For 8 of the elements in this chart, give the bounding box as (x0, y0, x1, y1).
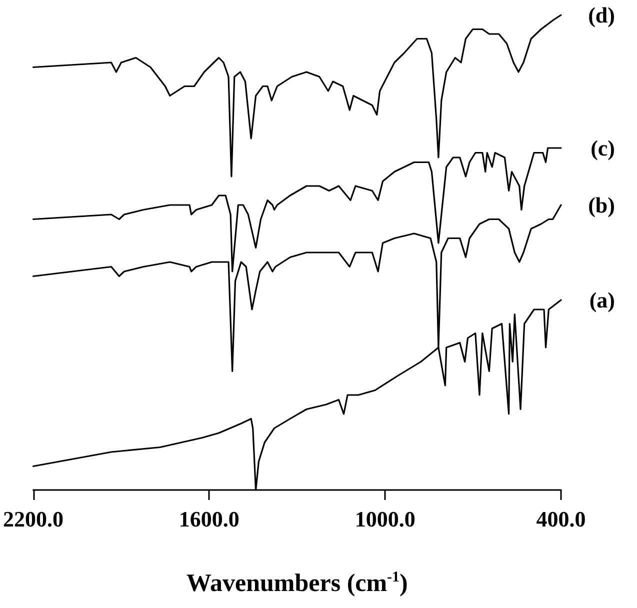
x-tick-label: 1000.0 (354, 506, 416, 532)
series-label: (c) (590, 136, 615, 160)
x-tick-label: 2200.0 (3, 506, 64, 532)
series-label: (d) (588, 2, 615, 28)
x-tick-label: 400.0 (536, 506, 586, 532)
series-label: (b) (588, 192, 615, 218)
x-tick-label: 1600.0 (178, 506, 240, 532)
series-label: (a) (589, 288, 615, 312)
